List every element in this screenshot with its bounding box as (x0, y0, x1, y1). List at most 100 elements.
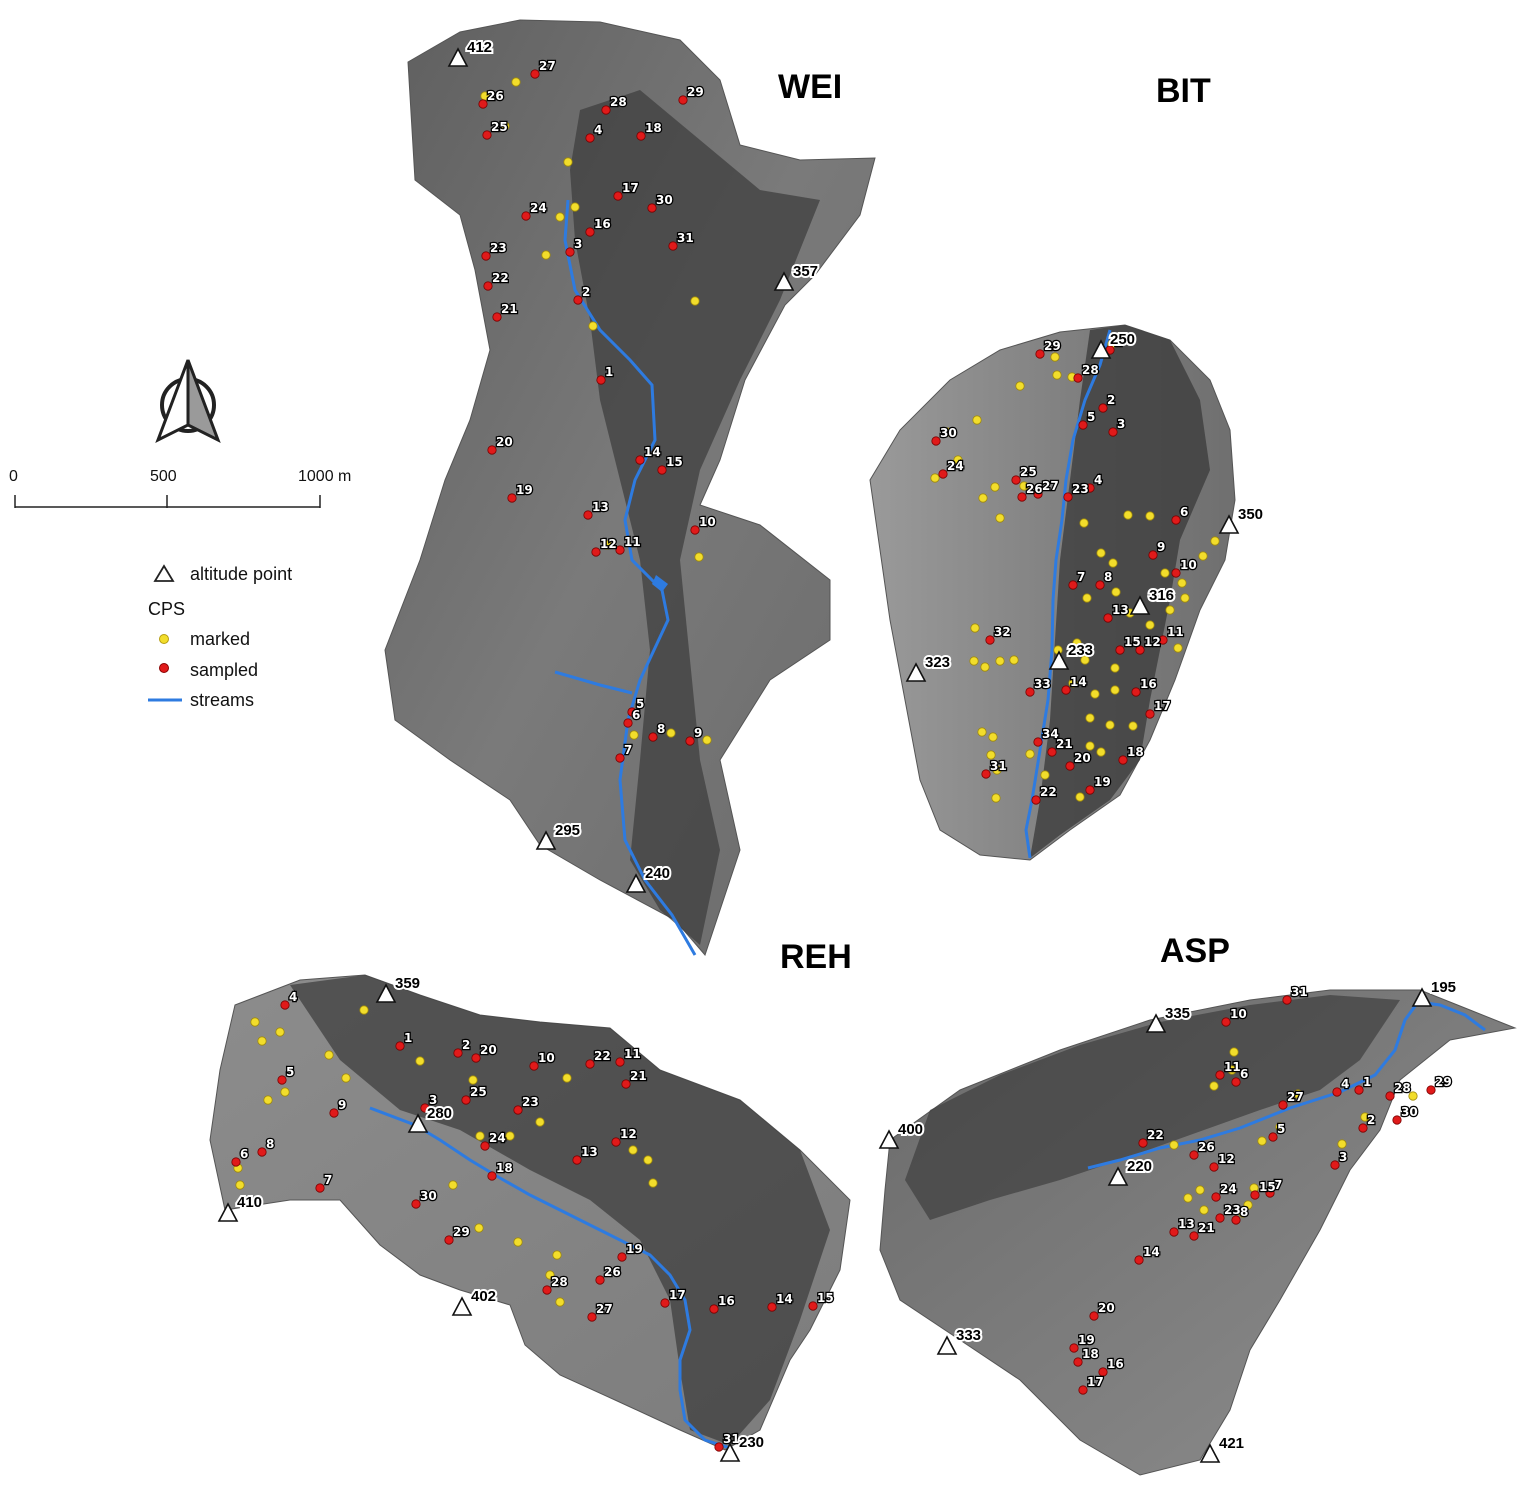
sampled-label-reh-7: 7 (324, 1173, 332, 1187)
sampled-point-wei-19 (507, 493, 517, 503)
triangle-icon (719, 1442, 741, 1462)
catchment-asp (879, 989, 1517, 1476)
sampled-point-asp-5 (1268, 1132, 1278, 1142)
marked-point (1072, 638, 1082, 648)
sampled-label-reh-21: 21 (630, 1069, 647, 1083)
sampled-point-bit-9 (1148, 550, 1158, 560)
sampled-point-reh-27 (587, 1312, 597, 1322)
sampled-label-bit-19: 19 (1094, 775, 1111, 789)
scale-label-0: 0 (9, 468, 18, 485)
marked-point (475, 1131, 485, 1141)
triangle-icon (1048, 650, 1070, 670)
sampled-point-bit-27 (1033, 489, 1043, 499)
sampled-label-bit-23: 23 (1072, 482, 1089, 496)
marked-point (324, 1050, 334, 1060)
sampled-point-wei-7 (615, 753, 625, 763)
sampled-label-reh-18: 18 (496, 1161, 513, 1175)
sampled-point-reh-29 (444, 1235, 454, 1245)
sampled-point-wei-14 (635, 455, 645, 465)
sampled-point-wei-30 (647, 203, 657, 213)
sampled-label-asp-31: 31 (1291, 985, 1308, 999)
sampled-point-wei-28 (601, 105, 611, 115)
marked-point (563, 157, 573, 167)
marked-point (1177, 578, 1187, 588)
sampled-label-asp-18: 18 (1082, 1347, 1099, 1361)
sampled-point-bit-31 (981, 769, 991, 779)
marked-point (1238, 1208, 1248, 1218)
sampled-point-reh-9 (329, 1108, 339, 1118)
sampled-label-asp-2: 2 (1367, 1113, 1375, 1127)
triangle-icon (625, 873, 647, 893)
sampled-label-bit-14: 14 (1070, 675, 1087, 689)
sampled-point-asp-8 (1231, 1215, 1241, 1225)
legend-sampled: sampled (190, 660, 258, 680)
marked-point (992, 765, 1002, 775)
marked-point (468, 1075, 478, 1085)
marked-point (1019, 481, 1029, 491)
sampled-label-reh-6: 6 (240, 1147, 248, 1161)
sampled-label-asp-20: 20 (1098, 1301, 1115, 1315)
marked-point (1040, 770, 1050, 780)
sampled-point-bit-13 (1103, 613, 1113, 623)
sampled-point-reh-7 (315, 1183, 325, 1193)
sampled-point-wei-21 (492, 312, 502, 322)
marked-point (1180, 593, 1190, 603)
sampled-label-bit-16: 16 (1140, 677, 1157, 691)
sampled-point-asp-10 (1221, 1017, 1231, 1027)
sampled-point-wei-20 (487, 445, 497, 455)
sampled-label-reh-27: 27 (596, 1302, 613, 1316)
sampled-label-wei-5: 5 (636, 697, 644, 711)
sampled-label-bit-1: 1 (1114, 335, 1122, 349)
triangle-icon (1411, 987, 1433, 1007)
sampled-point-asp-2 (1358, 1123, 1368, 1133)
triangle-icon (1107, 1166, 1129, 1186)
marked-point (1257, 1136, 1267, 1146)
sampled-point-reh-19 (617, 1252, 627, 1262)
marked-point (359, 1005, 369, 1015)
sampled-point-asp-4 (1332, 1087, 1342, 1097)
legend-streams: streams (190, 690, 254, 710)
sampled-point-asp-26 (1189, 1150, 1199, 1160)
sampled-label-reh-16: 16 (718, 1294, 735, 1308)
sampled-label-bit-20: 20 (1074, 751, 1091, 765)
marked-point (988, 732, 998, 742)
marked-point (1198, 551, 1208, 561)
altitude-label-reh-230: 230 (739, 1434, 764, 1451)
sampled-label-wei-1: 1 (605, 365, 613, 379)
sampled-point-bit-4 (1085, 483, 1095, 493)
marked-point (1275, 1122, 1285, 1132)
triangle-icon (878, 1129, 900, 1149)
sampled-label-wei-18: 18 (645, 121, 662, 135)
marked-point (1210, 536, 1220, 546)
sampled-label-bit-24: 24 (947, 459, 964, 473)
sampled-point-wei-31 (668, 241, 678, 251)
sampled-label-asp-17: 17 (1087, 1375, 1104, 1389)
sampled-label-wei-7: 7 (624, 743, 632, 757)
marked-point (1085, 713, 1095, 723)
marked-point (1145, 620, 1155, 630)
sampled-point-bit-26 (1017, 492, 1027, 502)
sampled-label-wei-6: 6 (632, 708, 640, 722)
sampled-label-reh-9: 9 (338, 1098, 346, 1112)
sampled-label-bit-31: 31 (990, 759, 1007, 773)
sampled-label-reh-25: 25 (470, 1085, 487, 1099)
sampled-point-bit-29 (1035, 349, 1045, 359)
altitude-label-asp-335: 335 (1165, 1005, 1190, 1022)
triangle-icon (375, 983, 397, 1003)
sampled-point-bit-3 (1108, 427, 1118, 437)
marked-point (995, 656, 1005, 666)
sampled-label-bit-8: 8 (1104, 570, 1112, 584)
marked-point (1096, 747, 1106, 757)
marked-point (602, 540, 612, 550)
altitude-label-asp-195: 195 (1431, 979, 1456, 996)
sampled-label-bit-18: 18 (1127, 745, 1144, 759)
marked-point (1052, 370, 1062, 380)
marked-point (970, 623, 980, 633)
sampled-label-bit-3: 3 (1117, 417, 1125, 431)
sampled-label-asp-7: 7 (1274, 1178, 1282, 1192)
sampled-label-reh-28: 28 (551, 1275, 568, 1289)
sampled-label-asp-27: 27 (1287, 1090, 1304, 1104)
sampled-point-bit-14 (1061, 685, 1071, 695)
sampled-label-asp-12: 12 (1218, 1152, 1235, 1166)
